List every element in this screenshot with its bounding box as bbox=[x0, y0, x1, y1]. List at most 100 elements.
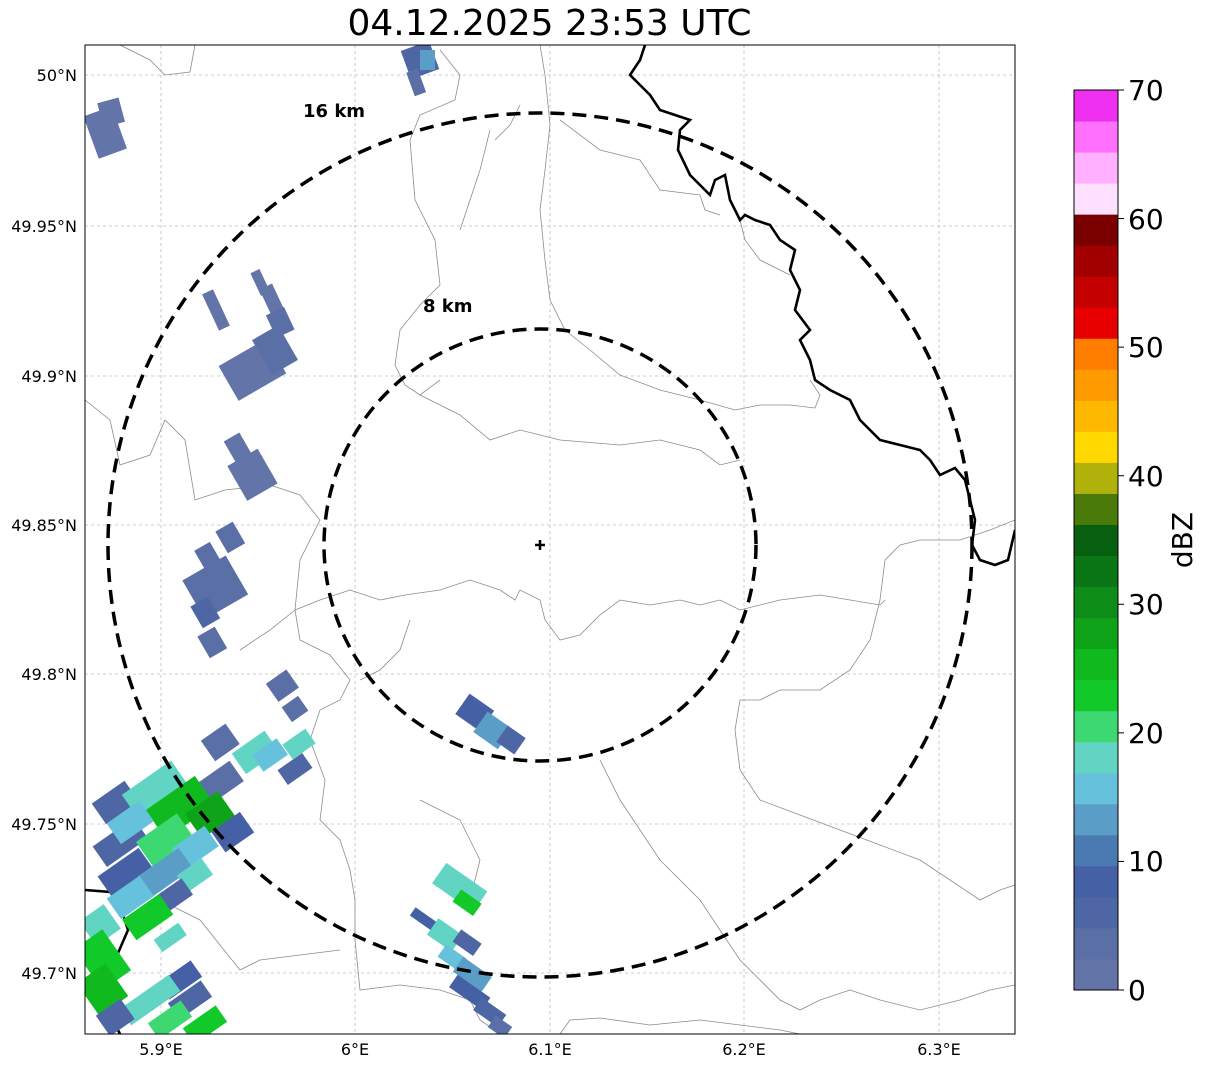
echo-cell bbox=[197, 626, 228, 659]
lat-tick-label: 49.85°N bbox=[11, 516, 77, 535]
echo-cell bbox=[97, 97, 125, 128]
echo-cell bbox=[231, 730, 279, 775]
echo-cell bbox=[252, 325, 298, 375]
echo-cell bbox=[277, 753, 313, 785]
colorbar-title: dBZ bbox=[1166, 512, 1199, 568]
colorbar-segment bbox=[1074, 121, 1118, 153]
echo-cell bbox=[147, 1000, 193, 1034]
colorbar-segment bbox=[1074, 276, 1118, 308]
echo-cell bbox=[85, 929, 132, 991]
lon-tick-label: 5.9°E bbox=[139, 1040, 183, 1059]
lat-tick-label: 49.75°N bbox=[11, 815, 77, 834]
echo-cell bbox=[259, 283, 285, 317]
lon-tick-label: 6.1°E bbox=[528, 1040, 572, 1059]
echo-cell bbox=[137, 847, 193, 897]
colorbar-tick-label: 70 bbox=[1128, 74, 1164, 107]
admin-boundaries bbox=[85, 45, 1015, 1034]
lat-axis-labels: 49.7°N 49.75°N 49.8°N 49.85°N 49.9°N 49.… bbox=[11, 66, 77, 983]
colorbar-segment bbox=[1074, 90, 1118, 122]
echo-cell bbox=[194, 541, 220, 569]
radar-site-cross-icon bbox=[535, 540, 545, 550]
range-ring-16km bbox=[106, 111, 974, 979]
colorbar-segment bbox=[1074, 524, 1118, 557]
colorbar bbox=[1073, 89, 1124, 991]
colorbar-segment bbox=[1074, 338, 1118, 370]
echo-cell bbox=[420, 50, 435, 70]
map-content: 16 km 8 km bbox=[85, 45, 1015, 1034]
colorbar-segment bbox=[1074, 617, 1118, 650]
echo-cell bbox=[452, 889, 482, 917]
colorbar-segment bbox=[1074, 307, 1118, 339]
colorbar-segment bbox=[1074, 710, 1118, 743]
echo-cell bbox=[406, 68, 427, 97]
ring-label-8km: 8 km bbox=[423, 296, 473, 317]
echo-cell bbox=[281, 695, 309, 723]
colorbar-tick-labels: 0 10 20 30 40 50 60 70 bbox=[1128, 74, 1164, 1007]
echo-cell bbox=[153, 922, 187, 953]
lat-tick-label: 50°N bbox=[37, 66, 77, 85]
echo-cell bbox=[95, 998, 135, 1034]
colorbar-segment bbox=[1074, 927, 1118, 960]
echo-cell bbox=[452, 956, 492, 992]
lat-tick-label: 49.7°N bbox=[21, 964, 77, 983]
colorbar-segment bbox=[1074, 493, 1118, 525]
echo-cell bbox=[487, 1015, 513, 1034]
map-frame bbox=[84, 44, 1016, 1035]
colorbar-segment bbox=[1074, 679, 1118, 712]
lon-tick-label: 6°E bbox=[341, 1040, 369, 1059]
echo-cell bbox=[85, 904, 121, 946]
colorbar-tick-label: 30 bbox=[1128, 588, 1164, 621]
colorbar-segment bbox=[1074, 183, 1118, 215]
graticule bbox=[85, 45, 1015, 1034]
colorbar-tick-label: 60 bbox=[1128, 203, 1164, 236]
echo-cell bbox=[215, 521, 246, 554]
echo-cell bbox=[196, 760, 244, 805]
colorbar-segment bbox=[1074, 865, 1118, 898]
echo-cell bbox=[282, 728, 316, 760]
lon-tick-label: 6.3°E bbox=[917, 1040, 961, 1059]
colorbar-segment bbox=[1074, 245, 1118, 277]
echo-cell bbox=[200, 723, 240, 762]
colorbar-segment bbox=[1074, 555, 1118, 588]
echo-cell bbox=[176, 858, 214, 892]
lat-tick-label: 49.9°N bbox=[21, 367, 77, 386]
echo-cell bbox=[496, 725, 526, 755]
colorbar-frame bbox=[1073, 89, 1119, 991]
colorbar-segment bbox=[1074, 648, 1118, 681]
echo-cell bbox=[185, 791, 235, 839]
colorbar-segment bbox=[1074, 958, 1118, 991]
colorbar-tick-label: 10 bbox=[1128, 845, 1164, 878]
echo-cell bbox=[97, 847, 153, 897]
colorbar-segment bbox=[1074, 431, 1118, 463]
colorbar-segment bbox=[1074, 462, 1118, 494]
colorbar-tick-label: 0 bbox=[1128, 974, 1146, 1007]
colorbar-segment bbox=[1074, 586, 1118, 619]
echo-cell bbox=[119, 974, 181, 1026]
echo-cell bbox=[106, 875, 154, 920]
echo-cell bbox=[452, 929, 482, 957]
echo-cell bbox=[251, 738, 289, 772]
lon-tick-label: 6.2°E bbox=[722, 1040, 766, 1059]
colorbar-segment bbox=[1074, 152, 1118, 184]
echo-cell bbox=[190, 596, 221, 629]
lat-tick-label: 49.95°N bbox=[11, 217, 77, 236]
colorbar-tick-label: 20 bbox=[1128, 717, 1164, 750]
echo-cell bbox=[135, 813, 195, 867]
echo-cell bbox=[182, 1005, 228, 1034]
map-title: 04.12.2025 23:53 UTC bbox=[347, 3, 752, 44]
colorbar-segment bbox=[1074, 803, 1118, 836]
colorbar-segment bbox=[1074, 369, 1118, 401]
echo-cell bbox=[106, 800, 154, 845]
colorbar-segment bbox=[1074, 214, 1118, 246]
colorbar-segment bbox=[1074, 400, 1118, 432]
echo-cell bbox=[122, 893, 174, 941]
range-ring-8km bbox=[322, 327, 758, 763]
echo-cell bbox=[202, 289, 230, 331]
radar-echoes bbox=[85, 45, 526, 1034]
colorbar-segment bbox=[1074, 896, 1118, 929]
colorbar-tick-label: 40 bbox=[1128, 460, 1164, 493]
colorbar-segment bbox=[1074, 772, 1118, 805]
echo-cell bbox=[156, 878, 194, 912]
ring-label-16km: 16 km bbox=[303, 101, 365, 122]
